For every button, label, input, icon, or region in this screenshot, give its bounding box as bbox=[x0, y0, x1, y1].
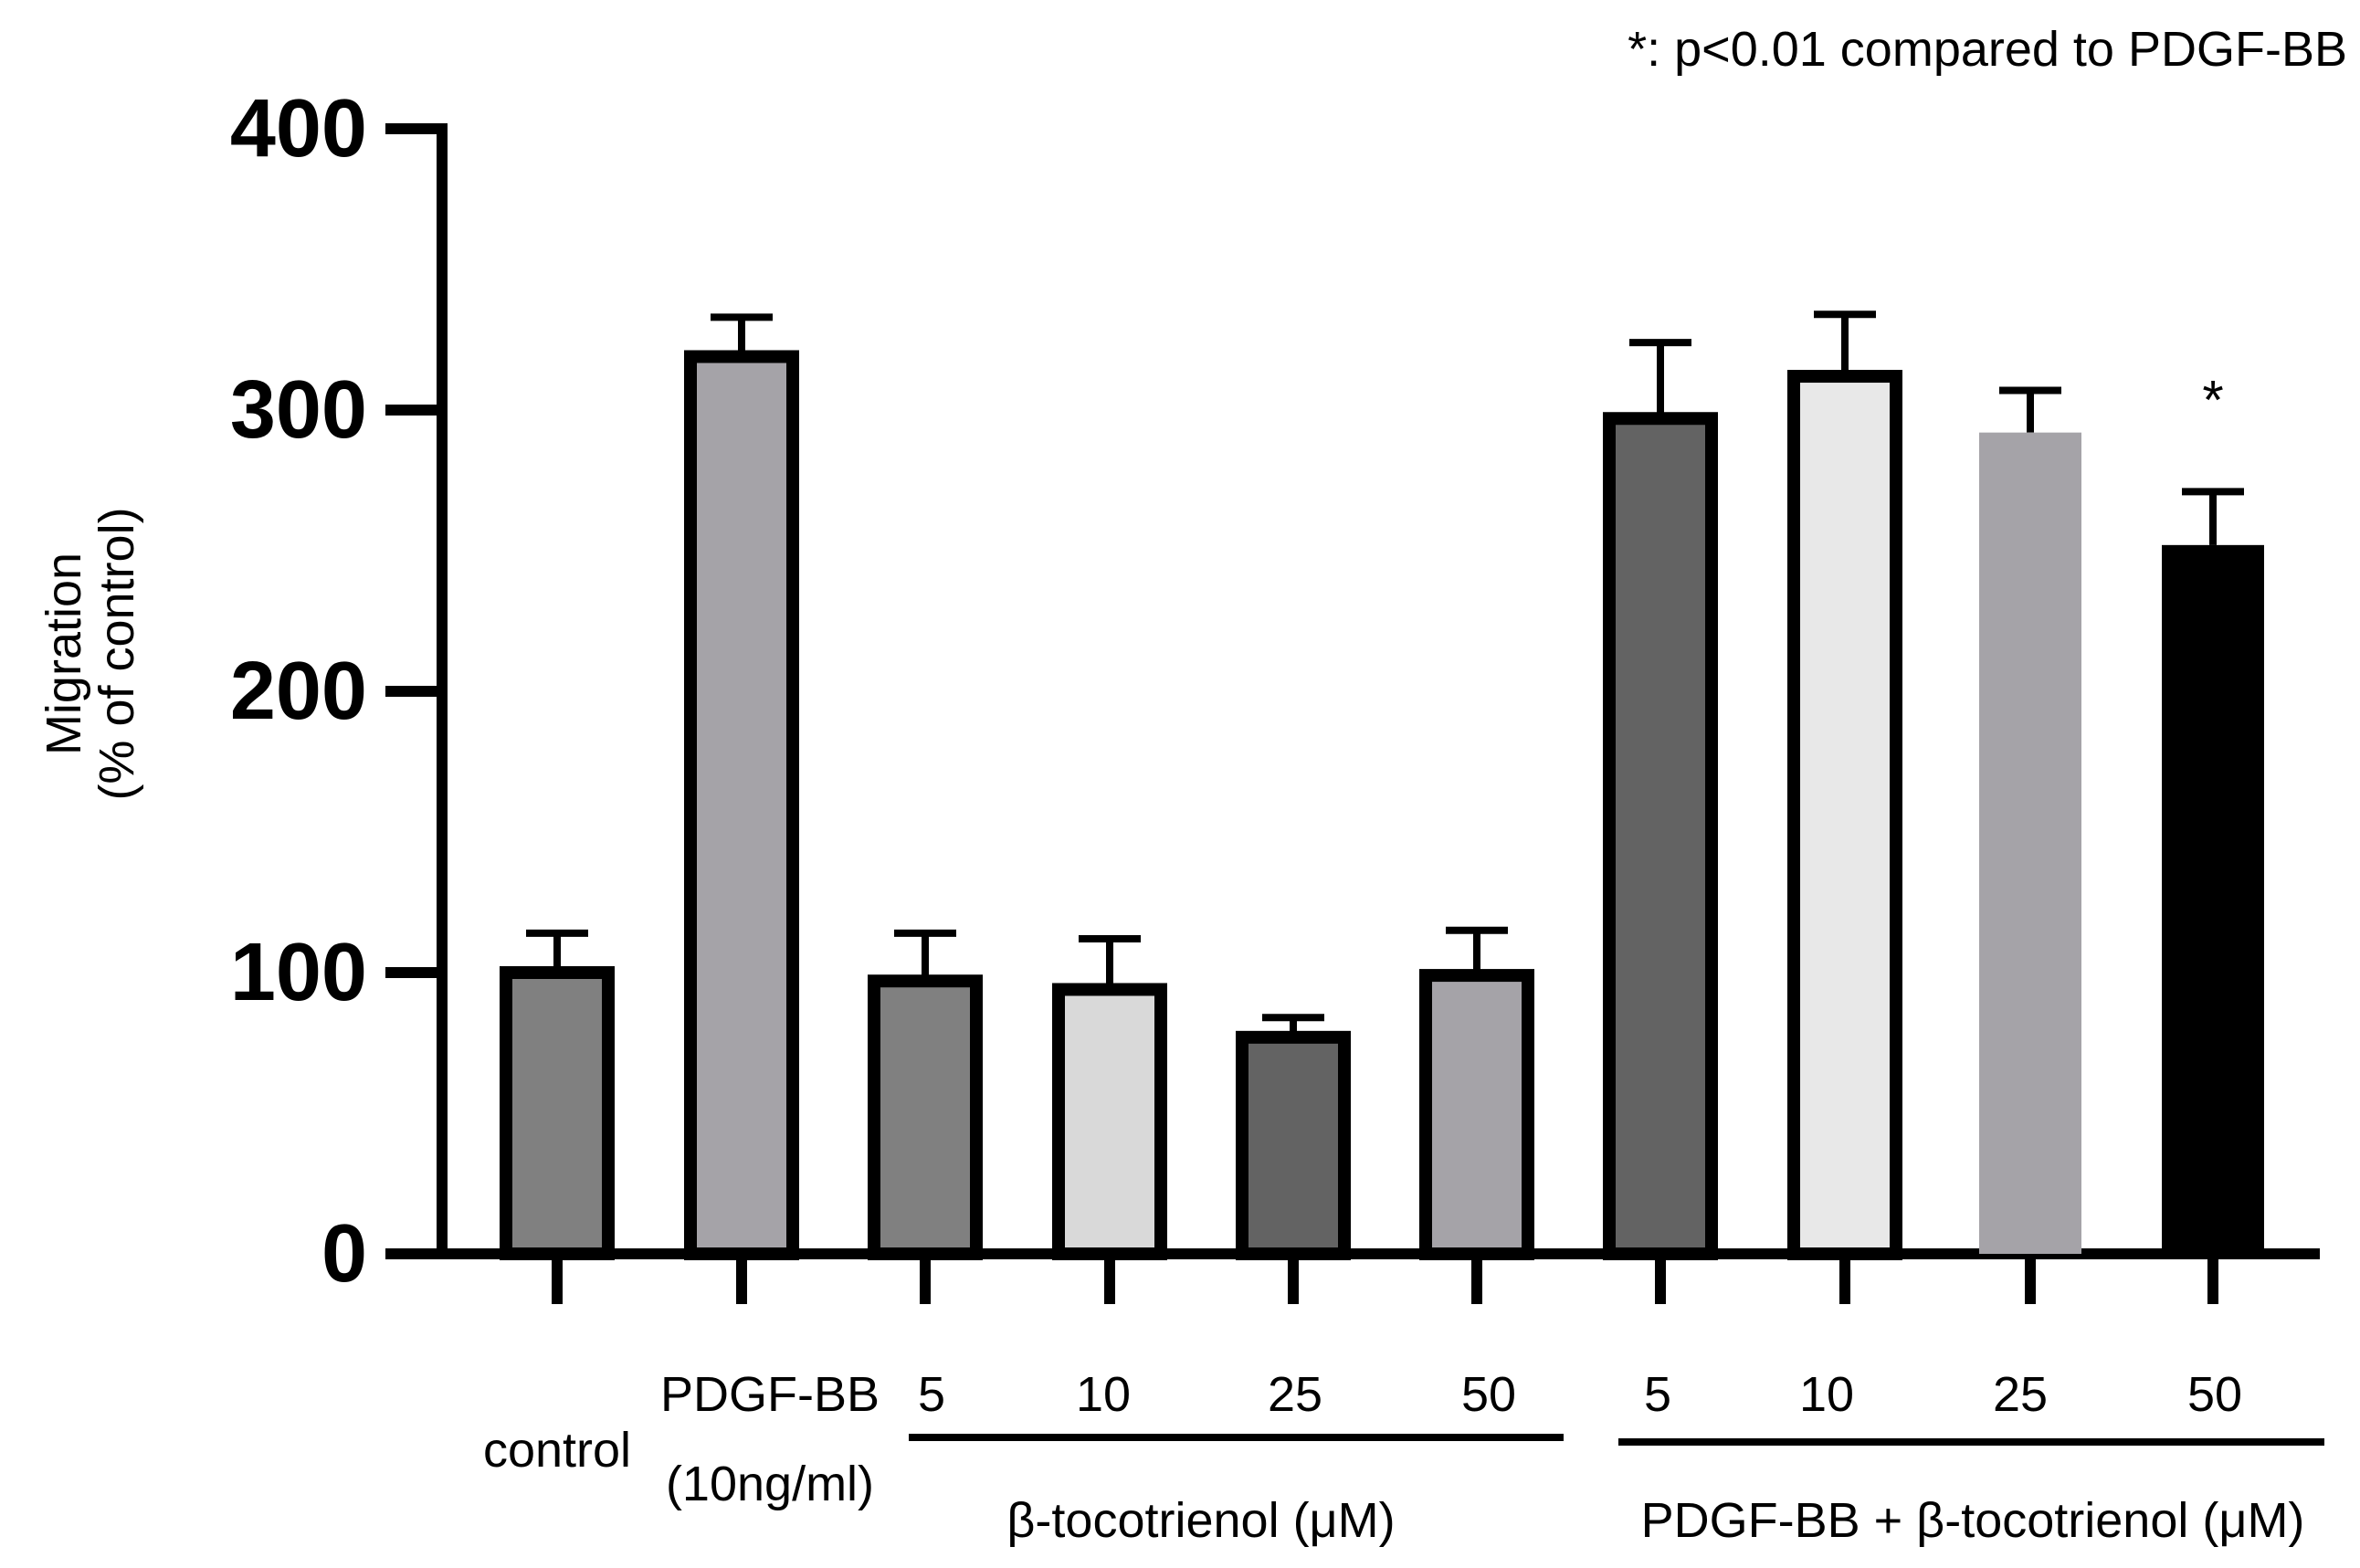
y-tick-label: 400 bbox=[230, 83, 367, 174]
dose-label: 5 bbox=[918, 1367, 945, 1422]
dose-label: 25 bbox=[1993, 1367, 2048, 1422]
category-label-pdgf-line1: PDGF-BB bbox=[660, 1367, 880, 1422]
significance-marker: * bbox=[2202, 369, 2223, 430]
bar bbox=[1236, 1030, 1351, 1260]
bar bbox=[1052, 983, 1167, 1260]
group-label-pdgf-beta-tocotrienol: PDGF-BB + β-tocotrienol (μM) bbox=[1641, 1493, 2305, 1548]
bar bbox=[684, 350, 799, 1261]
bar bbox=[1419, 969, 1534, 1260]
bar bbox=[1603, 412, 1718, 1260]
x-ticks bbox=[552, 1254, 2218, 1304]
y-tick-label: 0 bbox=[321, 1208, 367, 1300]
y-tick-label: 200 bbox=[230, 646, 367, 737]
dose-label: 25 bbox=[1268, 1367, 1322, 1422]
dose-label: 5 bbox=[1644, 1367, 1671, 1422]
bar bbox=[500, 966, 615, 1260]
category-label-pdgf-line2: (10ng/ml) bbox=[666, 1457, 874, 1511]
category-label-control: control bbox=[483, 1423, 631, 1478]
bar bbox=[1787, 370, 1902, 1261]
bar bbox=[1979, 432, 2081, 1254]
dose-label: 50 bbox=[2187, 1367, 2242, 1422]
bar bbox=[2162, 544, 2264, 1254]
bars: * bbox=[500, 310, 2264, 1261]
dose-labels: 5 10 25 50 5 10 25 50 bbox=[918, 1367, 2242, 1422]
y-axis-title-line1: Migration bbox=[37, 552, 91, 755]
dose-label: 10 bbox=[1799, 1367, 1854, 1422]
group-label-beta-tocotrienol: β-tocotrienol (μM) bbox=[1006, 1493, 1395, 1548]
y-axis-title: Migration (% of control) bbox=[37, 507, 144, 800]
significance-note: *: p<0.01 compared to PDGF-BB bbox=[1628, 22, 2347, 77]
y-tick-label: 300 bbox=[230, 364, 367, 456]
bar bbox=[868, 974, 983, 1260]
y-ticks: 0 100 200 300 400 bbox=[230, 83, 448, 1300]
dose-label: 50 bbox=[1461, 1367, 1516, 1422]
dose-label: 10 bbox=[1076, 1367, 1131, 1422]
y-axis-title-line2: (% of control) bbox=[90, 507, 144, 800]
y-tick-label: 100 bbox=[230, 927, 367, 1018]
